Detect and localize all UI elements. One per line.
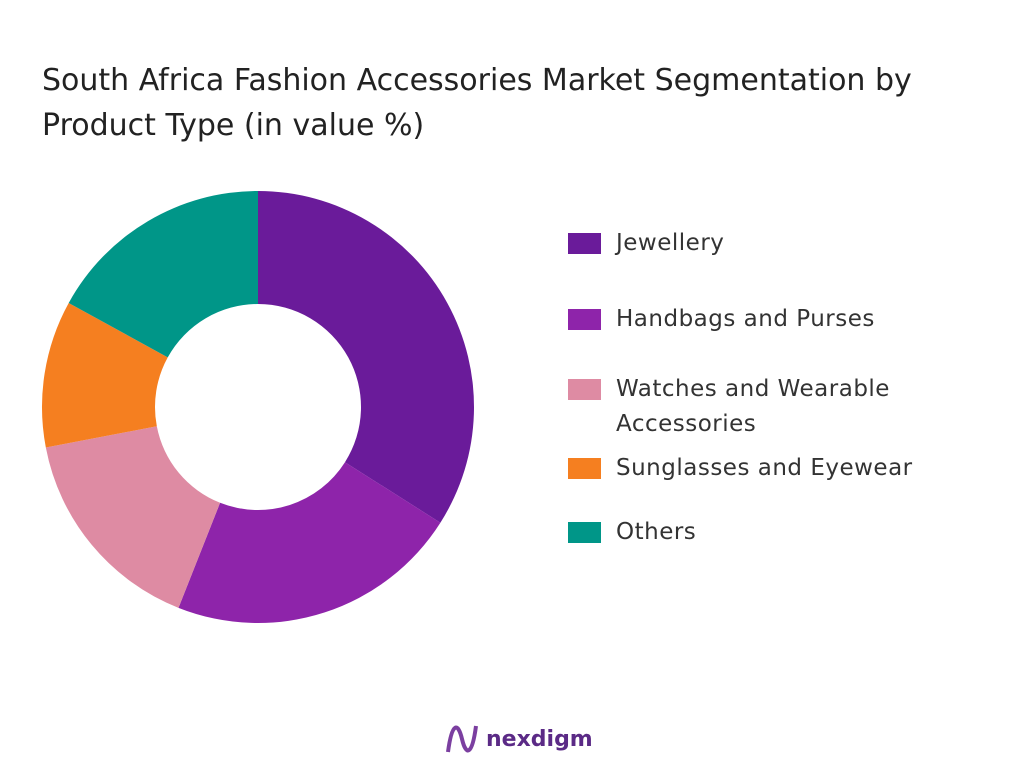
legend-swatch (568, 522, 601, 543)
legend-item: Jewellery (568, 226, 948, 261)
legend-label: Handbags and Purses (616, 306, 875, 332)
legend-label: Sunglasses and Eyewear (616, 455, 913, 481)
chart-title: South Africa Fashion Accessories Market … (42, 63, 912, 143)
donut-slice (68, 191, 258, 358)
legend-label: Watches and Wearable Accessories (616, 376, 890, 437)
logo-text: nexdigm (486, 726, 593, 752)
legend-label: Jewellery (616, 230, 725, 256)
logo-icon (446, 725, 478, 753)
legend-label: Others (616, 519, 697, 545)
legend-swatch (568, 379, 601, 400)
donut-slice (45, 426, 221, 608)
logo: nexdigm (444, 722, 593, 756)
donut-slice (178, 462, 441, 624)
legend-swatch (568, 309, 601, 330)
legend-item: Others (568, 515, 948, 550)
legend-swatch (568, 233, 601, 254)
chart (42, 191, 474, 624)
legend-item: Watches and Wearable Accessories (568, 372, 948, 442)
legend-item: Sunglasses and Eyewear (568, 451, 948, 486)
donut-slice (258, 191, 474, 523)
legend-item: Handbags and Purses (568, 302, 948, 337)
legend-swatch (568, 458, 601, 479)
donut-slice (42, 302, 168, 448)
